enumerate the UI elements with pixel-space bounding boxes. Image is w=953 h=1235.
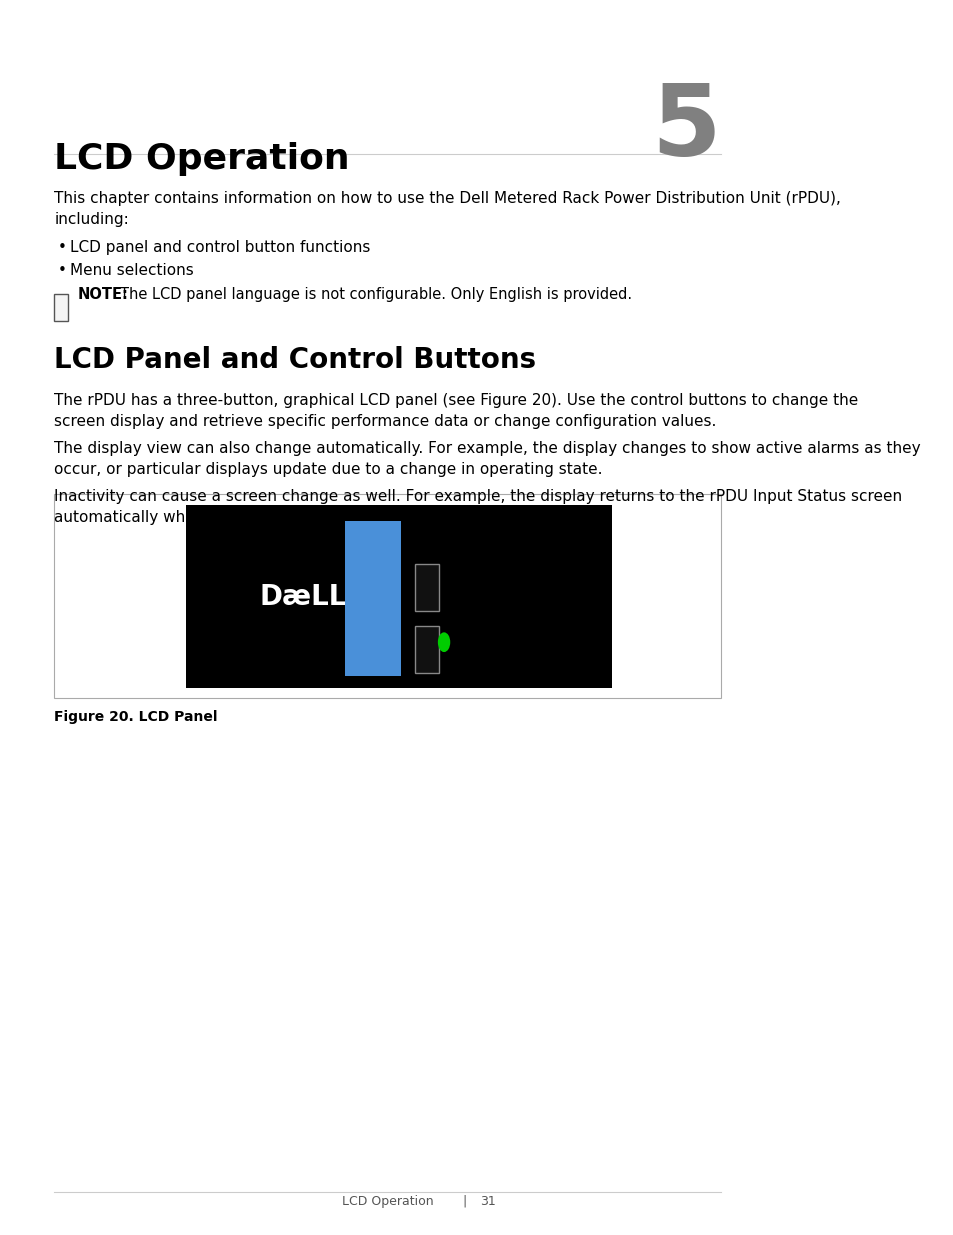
Text: LCD Operation: LCD Operation	[341, 1194, 433, 1208]
Text: <: <	[419, 641, 434, 658]
Text: Figure 20. LCD Panel: Figure 20. LCD Panel	[54, 710, 217, 724]
Circle shape	[437, 632, 450, 652]
Text: 5: 5	[650, 80, 720, 178]
Text: 22000w: 22000w	[375, 576, 384, 609]
Text: LCD Operation: LCD Operation	[54, 142, 350, 177]
FancyBboxPatch shape	[54, 494, 720, 698]
Text: |: |	[462, 1194, 467, 1208]
Text: 31: 31	[480, 1194, 496, 1208]
Text: 220 .0v: 220 .0v	[363, 577, 372, 608]
Text: The LCD panel language is not configurable. Only English is provided.: The LCD panel language is not configurab…	[120, 287, 632, 301]
Text: 22000va: 22000va	[386, 576, 393, 609]
Text: NOTE:: NOTE:	[77, 287, 129, 301]
Text: LCD panel and control button functions: LCD panel and control button functions	[70, 240, 370, 254]
Text: DæLL: DæLL	[259, 583, 347, 610]
Text: Input: Input	[352, 580, 360, 604]
Text: •: •	[58, 263, 67, 278]
Text: This chapter contains information on how to use the Dell Metered Rack Power Dist: This chapter contains information on how…	[54, 191, 841, 227]
Text: The display view can also change automatically. For example, the display changes: The display view can also change automat…	[54, 441, 920, 477]
Text: >: >	[419, 579, 434, 597]
Text: Menu selections: Menu selections	[70, 263, 193, 278]
Text: Inactivity can cause a screen change as well. For example, the display returns t: Inactivity can cause a screen change as …	[54, 489, 902, 525]
Text: •: •	[58, 240, 67, 254]
FancyBboxPatch shape	[415, 626, 439, 673]
FancyBboxPatch shape	[54, 294, 68, 321]
Text: The rPDU has a three-button, graphical LCD panel (see Figure 20). Use the contro: The rPDU has a three-button, graphical L…	[54, 393, 858, 429]
FancyBboxPatch shape	[415, 564, 439, 611]
Text: LCD Panel and Control Buttons: LCD Panel and Control Buttons	[54, 346, 536, 374]
FancyBboxPatch shape	[186, 505, 612, 688]
FancyBboxPatch shape	[344, 521, 400, 676]
